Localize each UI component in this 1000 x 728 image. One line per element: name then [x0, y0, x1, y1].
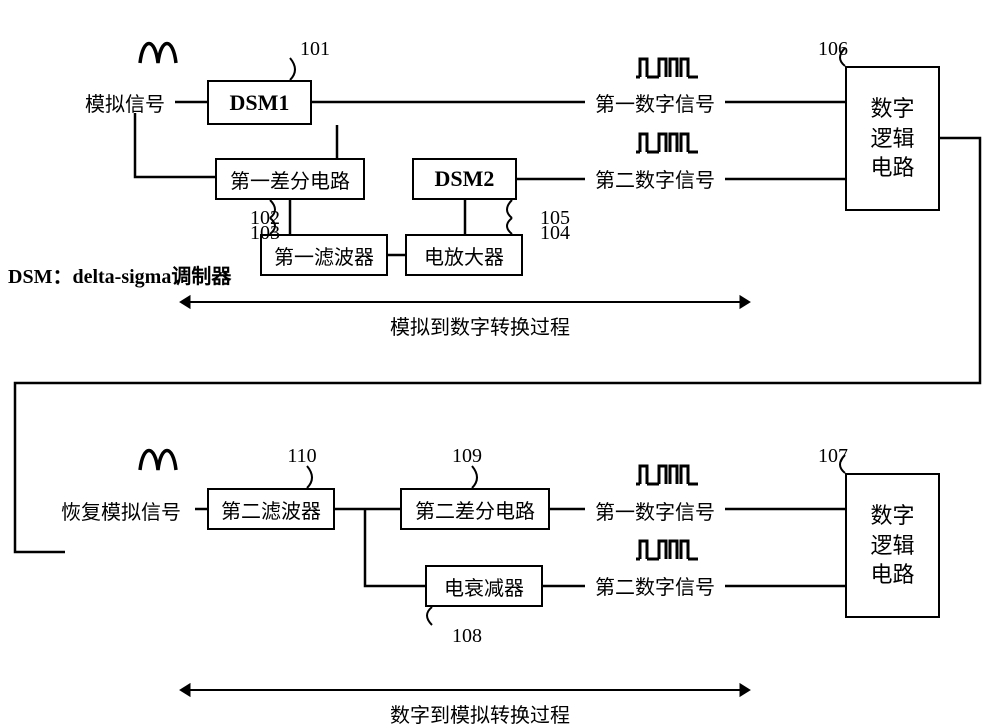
id-110: 110: [277, 445, 327, 467]
recover-analog-label: 恢复模拟信号: [46, 495, 196, 525]
atten-block: 电衰减器: [425, 565, 543, 607]
dsm2-block: DSM2: [412, 158, 517, 200]
diff1-block: 第一差分电路: [215, 158, 365, 200]
id-103: 103: [240, 222, 290, 244]
logic-block-bottom: 数字逻辑电路: [845, 473, 940, 618]
digital1-label-top: 第一数字信号: [590, 87, 720, 117]
filter2-block: 第二滤波器: [207, 488, 335, 530]
id-109: 109: [442, 445, 492, 467]
digital2-label-top: 第二数字信号: [590, 163, 720, 193]
dac-process-label: 数字到模拟转换过程: [370, 698, 590, 728]
dsm-legend: DSM：delta-sigma调制器: [8, 260, 288, 288]
digital1-label-bot: 第一数字信号: [590, 495, 720, 525]
id-106: 106: [808, 38, 858, 60]
adc-process-label: 模拟到数字转换过程: [370, 310, 590, 340]
diff2-block: 第二差分电路: [400, 488, 550, 530]
id-107: 107: [808, 445, 858, 467]
id-101: 101: [290, 38, 340, 60]
dsm1-block: DSM1: [207, 80, 312, 125]
analog-signal-label: 模拟信号: [75, 87, 175, 117]
id-105: 105: [530, 207, 580, 229]
id-108: 108: [442, 625, 492, 647]
logic-block-top: 数字逻辑电路: [845, 66, 940, 211]
digital2-label-bot: 第二数字信号: [590, 570, 720, 600]
amp-block: 电放大器: [405, 234, 523, 276]
